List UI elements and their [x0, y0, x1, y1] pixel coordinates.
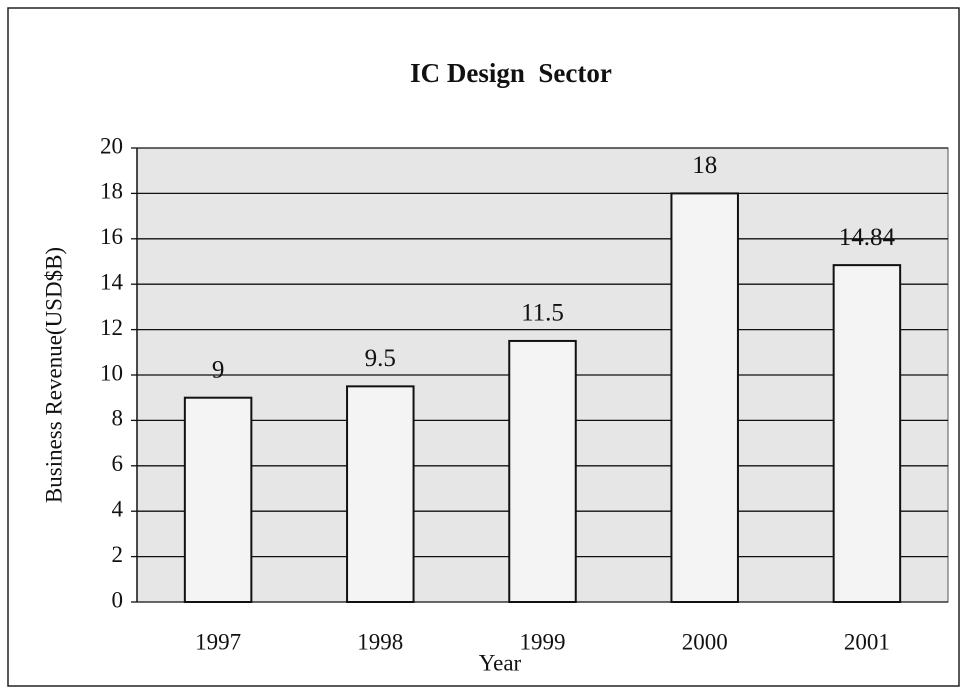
y-tick-label: 16	[100, 224, 123, 249]
x-tick-label: 1998	[357, 629, 403, 654]
data-label: 14.84	[839, 224, 896, 251]
y-tick-label: 14	[100, 269, 124, 294]
x-tick-label: 2001	[844, 629, 890, 654]
bar	[183, 396, 253, 604]
y-tick-label: 12	[100, 315, 123, 340]
y-tick-label: 0	[112, 587, 124, 612]
x-tick-label: 1997	[195, 629, 241, 654]
x-tick-label: 1999	[520, 629, 566, 654]
bar	[346, 385, 415, 603]
chart-title: IC Design Sector	[410, 58, 612, 88]
x-tick-label: 2000	[682, 629, 728, 654]
y-tick-label: 10	[100, 360, 123, 385]
y-tick-label: 2	[112, 542, 124, 567]
y-tick-label: 4	[112, 496, 124, 521]
y-tick-label: 6	[112, 451, 124, 476]
bar	[832, 264, 902, 603]
y-tick-label: 8	[112, 406, 124, 431]
x-axis-label: Year	[479, 650, 522, 675]
bar	[670, 192, 739, 603]
data-label: 18	[692, 152, 717, 179]
data-label: 9	[212, 356, 225, 383]
y-tick-label: 18	[100, 179, 123, 204]
data-label: 11.5	[521, 300, 564, 327]
y-tick-label: 20	[100, 133, 123, 158]
data-label: 9.5	[365, 345, 396, 372]
y-axis-label: Business Revenue(USD$B)	[41, 247, 66, 503]
bar	[508, 339, 577, 603]
